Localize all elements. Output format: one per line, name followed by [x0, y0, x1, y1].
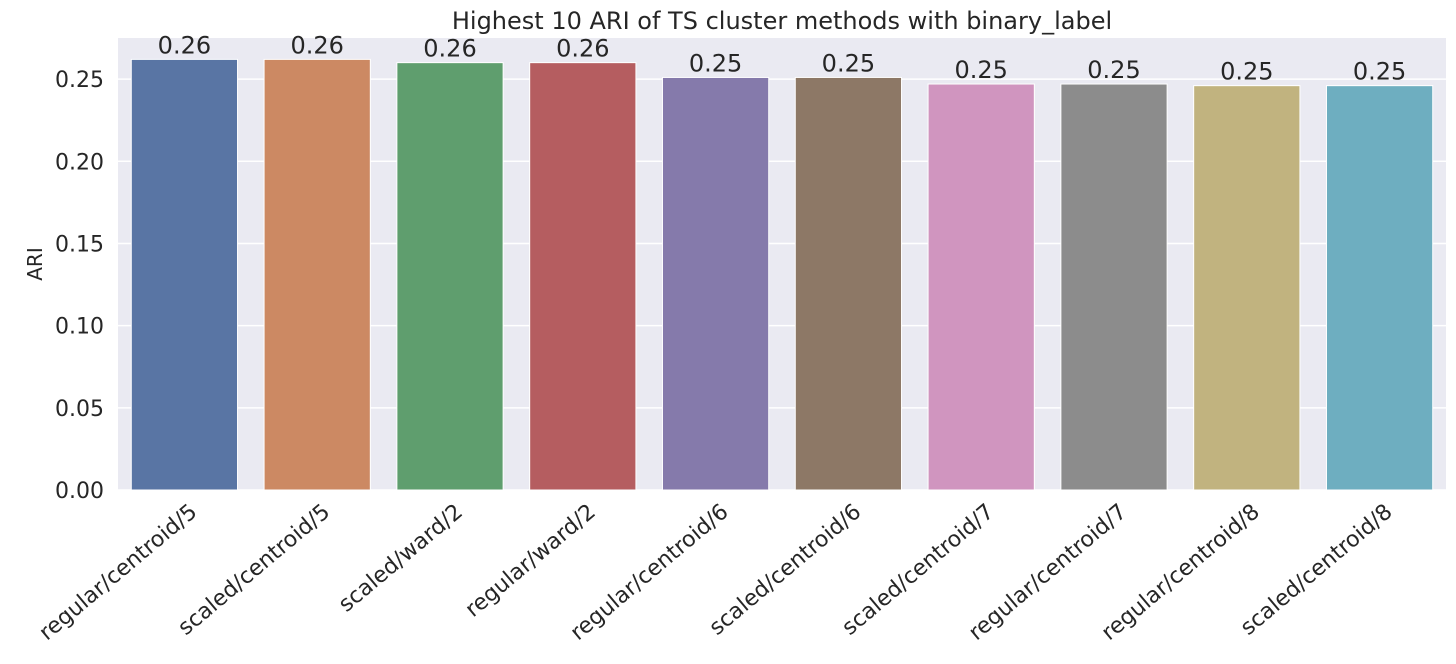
bar-value-label: 0.25 — [1353, 58, 1406, 86]
bar-value-label: 0.26 — [423, 35, 476, 63]
y-tick-label: 0.25 — [55, 68, 104, 93]
bar-scaled-centroid-6 — [794, 76, 903, 491]
bar-value-label: 0.25 — [689, 49, 742, 77]
data-labels: 0.26 0.26 0.26 0.26 0.25 0.25 0.25 0.25 0.25 0.25 — [158, 31, 1407, 85]
x-tick-label: scaled/ward/2 — [334, 499, 468, 617]
y-tick-label: 0.05 — [55, 397, 104, 422]
y-tick-label: 0.00 — [55, 479, 104, 504]
y-tick-labels: 0.00 0.05 0.10 0.15 0.20 0.25 — [55, 68, 104, 504]
bar-value-label: 0.25 — [822, 49, 875, 77]
bar-value-label: 0.25 — [1087, 56, 1140, 84]
y-tick-label: 0.10 — [55, 315, 104, 340]
bar-value-label: 0.26 — [158, 31, 211, 59]
bar-scaled-centroid-8 — [1325, 85, 1434, 491]
y-tick-label: 0.20 — [55, 150, 104, 175]
bar-regular-ward-2 — [529, 62, 637, 491]
bar-value-label: 0.26 — [290, 31, 343, 59]
bar-regular-centroid-5 — [130, 58, 239, 491]
bar-scaled-centroid-7 — [927, 83, 1035, 491]
y-axis-label: ARI — [23, 247, 47, 280]
y-tick-label: 0.15 — [55, 232, 104, 257]
bar-value-label: 0.26 — [556, 35, 609, 63]
bar-scaled-ward-2 — [396, 62, 504, 491]
x-tick-label: regular/ward/2 — [461, 499, 601, 622]
bar-scaled-centroid-5 — [263, 58, 371, 491]
bar-value-label: 0.25 — [954, 56, 1007, 84]
bar-value-label: 0.25 — [1220, 58, 1273, 86]
bar-regular-centroid-8 — [1193, 85, 1301, 491]
bars — [130, 58, 1434, 491]
bar-regular-centroid-6 — [661, 76, 770, 491]
chart-title: Highest 10 ARI of TS cluster methods wit… — [452, 7, 1112, 35]
bar-regular-centroid-7 — [1060, 83, 1168, 491]
